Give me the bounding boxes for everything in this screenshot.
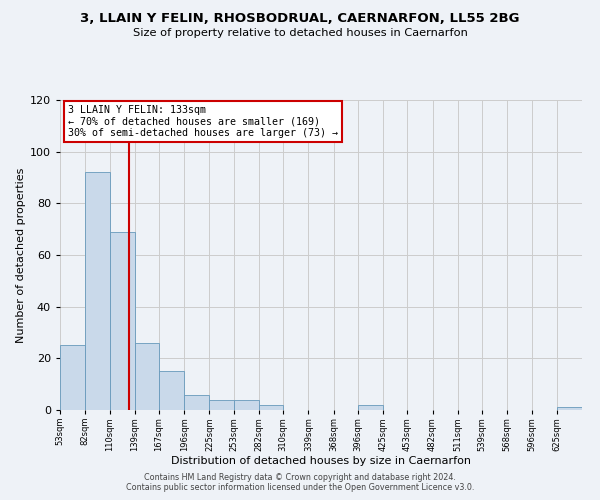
Text: Contains public sector information licensed under the Open Government Licence v3: Contains public sector information licen…: [126, 482, 474, 492]
Bar: [184, 394, 209, 410]
Bar: [358, 405, 383, 410]
Text: 3 LLAIN Y FELIN: 133sqm
← 70% of detached houses are smaller (169)
30% of semi-d: 3 LLAIN Y FELIN: 133sqm ← 70% of detache…: [68, 104, 338, 138]
Bar: [60, 346, 85, 410]
Bar: [234, 400, 259, 410]
Bar: [85, 172, 110, 410]
Text: Contains HM Land Registry data © Crown copyright and database right 2024.: Contains HM Land Registry data © Crown c…: [144, 472, 456, 482]
Bar: [110, 232, 134, 410]
Bar: [159, 371, 184, 410]
X-axis label: Distribution of detached houses by size in Caernarfon: Distribution of detached houses by size …: [171, 456, 471, 466]
Text: 3, LLAIN Y FELIN, RHOSBODRUAL, CAERNARFON, LL55 2BG: 3, LLAIN Y FELIN, RHOSBODRUAL, CAERNARFO…: [80, 12, 520, 26]
Bar: [259, 405, 283, 410]
Bar: [209, 400, 234, 410]
Bar: [557, 408, 582, 410]
Text: Size of property relative to detached houses in Caernarfon: Size of property relative to detached ho…: [133, 28, 467, 38]
Bar: [134, 343, 159, 410]
Y-axis label: Number of detached properties: Number of detached properties: [16, 168, 26, 342]
